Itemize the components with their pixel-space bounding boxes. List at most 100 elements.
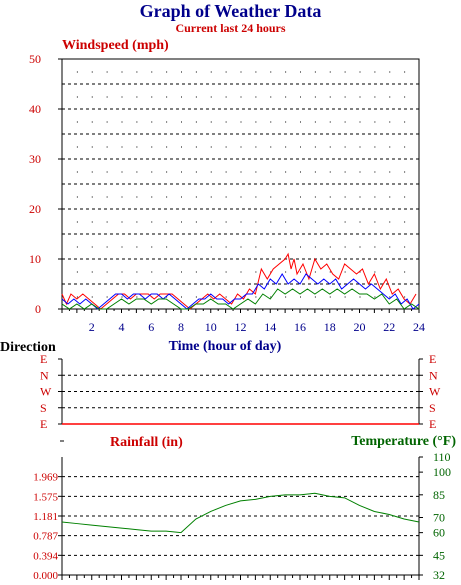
windspeed-grid-dot [210, 121, 212, 123]
windspeed-grid-dot [136, 121, 138, 123]
windspeed-grid-dot [285, 296, 287, 298]
windspeed-grid-dot [344, 171, 346, 173]
windspeed-grid-dot [151, 121, 153, 123]
windspeed-grid-dot [300, 196, 301, 198]
windspeed-grid-dot [314, 121, 316, 123]
windspeed-grid-dot [314, 146, 316, 148]
chart-title: Graph of Weather Data [139, 1, 322, 21]
windspeed-grid-dot [374, 221, 376, 223]
windspeed-x-tick-label: 14 [264, 320, 276, 334]
windspeed-grid-dot [285, 246, 287, 248]
rainfall-y-tick-label: 0.394 [33, 550, 58, 562]
windspeed-grid-dot [329, 146, 331, 148]
windspeed-series-line [61, 288, 420, 310]
windspeed-grid-dot [181, 96, 182, 98]
windspeed-grid-dot [285, 121, 287, 123]
windspeed-grid-dot [225, 196, 227, 198]
windspeed-grid-dot [374, 196, 376, 198]
windspeed-grid-dot [151, 146, 153, 148]
windspeed-grid-dot [76, 196, 78, 198]
windspeed-grid-dot [106, 246, 108, 248]
windspeed-grid-dot [136, 96, 138, 98]
windspeed-grid-dot [210, 71, 212, 73]
windspeed-grid-dot [359, 121, 361, 123]
windspeed-grid-dot [404, 71, 406, 73]
direction-y-tick-label-right: E [429, 417, 436, 431]
windspeed-grid-dot [181, 246, 182, 248]
windspeed-grid-dot [166, 121, 168, 123]
windspeed-grid-dot [225, 246, 227, 248]
windspeed-grid-dot [76, 296, 78, 298]
windspeed-grid-dot [166, 71, 168, 73]
windspeed-grid-dot [195, 196, 197, 198]
temperature-y-tick-label: 70 [433, 511, 445, 525]
rainfall-y-tick-label: 0.787 [33, 531, 58, 543]
windspeed-grid-dot [314, 221, 316, 223]
windspeed-grid-dot [374, 146, 376, 148]
windspeed-x-tick-label: 18 [324, 320, 336, 334]
windspeed-grid-dot [389, 71, 391, 73]
windspeed-grid-dot [181, 296, 182, 298]
temperature-y-tick-label: 32 [433, 568, 445, 582]
windspeed-grid-dot [344, 271, 346, 273]
windspeed-grid-dot [76, 221, 78, 223]
windspeed-grid-dot [240, 146, 242, 148]
rainfall-axis-title: Rainfall (in) [110, 435, 183, 450]
windspeed-grid-dot [91, 271, 93, 273]
rainfall-y-tick-label: 1.969 [33, 472, 58, 484]
windspeed-grid-dot [91, 196, 93, 198]
windspeed-grid-dot [166, 96, 168, 98]
windspeed-grid-dot [329, 96, 331, 98]
windspeed-grid-dot [91, 96, 93, 98]
windspeed-grid-dot [121, 296, 123, 298]
windspeed-grid-dot [404, 146, 406, 148]
windspeed-grid-dot [344, 71, 346, 73]
windspeed-grid-dot [76, 246, 78, 248]
windspeed-x-axis-label: Time (hour of day) [169, 339, 282, 354]
windspeed-grid-dot [181, 271, 182, 273]
windspeed-grid-dot [136, 196, 138, 198]
windspeed-grid-dot [181, 171, 182, 173]
windspeed-grid-dot [359, 296, 361, 298]
windspeed-grid-dot [374, 71, 376, 73]
windspeed-grid-dot [151, 271, 153, 273]
windspeed-grid-dot [210, 146, 212, 148]
direction-y-tick-label-left: W [40, 385, 52, 399]
windspeed-grid-dot [91, 171, 93, 173]
windspeed-grid-dot [300, 271, 301, 273]
windspeed-series-line [61, 273, 420, 310]
windspeed-grid-dot [270, 71, 272, 73]
windspeed-x-tick-label: 6 [148, 320, 154, 334]
windspeed-grid-dot [404, 196, 406, 198]
windspeed-grid-dot [329, 296, 331, 298]
temperature-y-tick-label: 110 [433, 450, 451, 464]
windspeed-grid-dot [136, 296, 138, 298]
windspeed-grid-dot [106, 96, 108, 98]
windspeed-x-tick-label: 20 [354, 320, 366, 334]
windspeed-grid-dot [151, 196, 153, 198]
windspeed-grid-dot [181, 221, 182, 223]
windspeed-grid-dot [404, 121, 406, 123]
windspeed-grid-dot [181, 196, 182, 198]
windspeed-grid-dot [270, 296, 272, 298]
windspeed-grid-dot [285, 146, 287, 148]
windspeed-grid-dot [255, 196, 257, 198]
windspeed-grid-dot [136, 71, 138, 73]
windspeed-grid-dot [344, 146, 346, 148]
windspeed-grid-dot [329, 121, 331, 123]
windspeed-grid-dot [240, 271, 242, 273]
windspeed-grid-dot [329, 171, 331, 173]
windspeed-grid-dot [225, 146, 227, 148]
windspeed-grid-dot [195, 246, 197, 248]
windspeed-grid-dot [359, 246, 361, 248]
windspeed-grid-dot [151, 96, 153, 98]
temperature-y-tick-label: 45 [433, 548, 445, 562]
windspeed-grid-dot [91, 146, 93, 148]
windspeed-grid-dot [225, 271, 227, 273]
windspeed-grid-dot [314, 246, 316, 248]
windspeed-grid-dot [240, 221, 242, 223]
windspeed-grid-dot [255, 246, 257, 248]
windspeed-grid-dot [91, 71, 93, 73]
windspeed-grid-dot [225, 171, 227, 173]
windspeed-grid-dot [121, 146, 123, 148]
